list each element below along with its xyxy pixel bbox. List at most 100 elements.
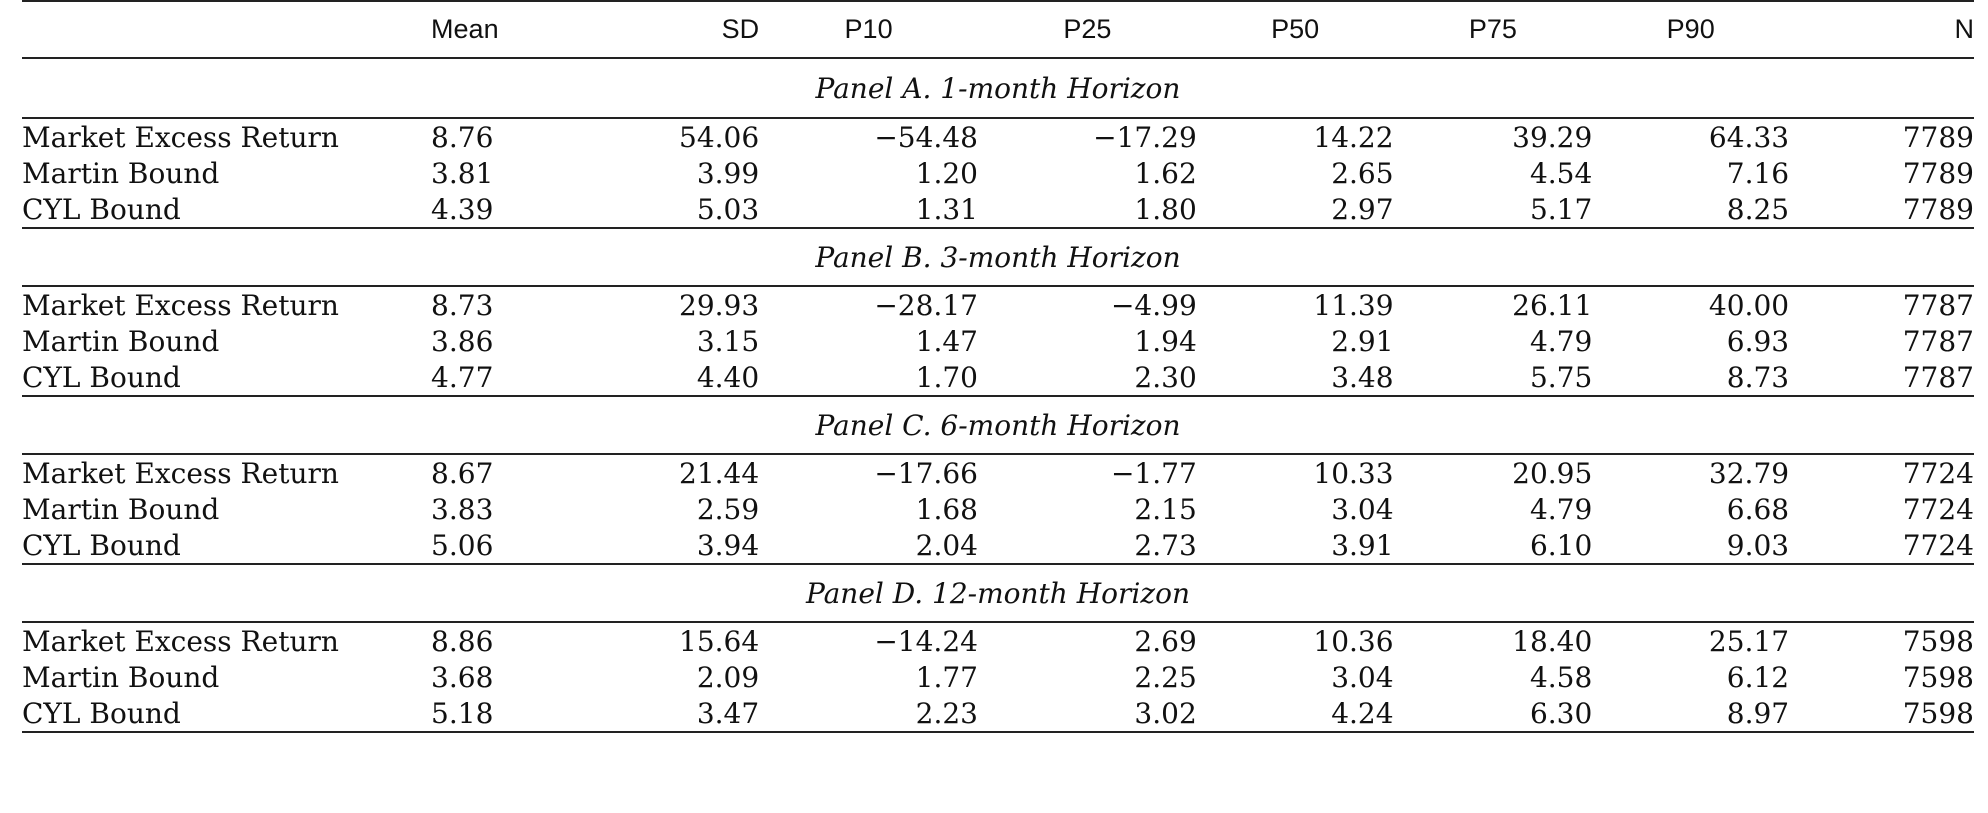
cell-p90: 8.25 [1592, 191, 1790, 229]
cell-p10: −54.48 [874, 120, 978, 154]
row-label: Market Excess Return [22, 288, 339, 322]
header-sd: SD [550, 0, 760, 59]
cell-p75: 20.95 [1512, 456, 1593, 490]
table-row: Market Excess Return 8.73 29.93 −28.17 −4.99… [22, 286, 1974, 323]
cell-p75: 5.17 [1393, 191, 1593, 229]
cell-p75: 5.75 [1393, 359, 1593, 397]
cell-mean: 5.06 [431, 527, 551, 565]
panel-title: Panel D. 12-month Horizon [22, 564, 1974, 623]
cell-p50: 2.65 [1331, 156, 1394, 190]
cell-p75: 26.11 [1512, 288, 1593, 322]
cell-sd: 3.15 [696, 324, 760, 358]
row-label: Martin Bound [22, 492, 220, 526]
cell-p90: 7.16 [1726, 156, 1790, 190]
cell-p90: 8.73 [1592, 359, 1790, 397]
cell-sd: 3.99 [696, 156, 760, 190]
cell-p25: 1.94 [1134, 324, 1197, 358]
cell-p10: 1.70 [759, 359, 978, 397]
cell-p50: 3.04 [1331, 492, 1394, 526]
cell-p10: 1.68 [915, 492, 978, 526]
row-label: CYL Bound [22, 191, 432, 229]
cell-p25: −1.77 [1110, 456, 1197, 490]
cell-mean: 5.18 [431, 695, 551, 733]
cell-n: 7724 [1902, 492, 1974, 526]
cell-sd: 2.09 [696, 660, 760, 694]
cell-p50: 3.48 [1196, 359, 1394, 397]
cell-p25: 1.80 [977, 191, 1197, 229]
cell-n: 7787 [1902, 324, 1974, 358]
table-row: Market Excess Return 8.67 21.44 −17.66 −1.77… [22, 454, 1974, 491]
cell-sd: 21.44 [679, 456, 760, 490]
cell-n: 7598 [1902, 660, 1974, 694]
cell-p10: −14.24 [874, 624, 978, 658]
header-mean: Mean [431, 0, 551, 59]
cell-mean: 4.77 [431, 359, 551, 397]
cell-p25: −4.99 [1110, 288, 1197, 322]
cell-mean: 4.39 [431, 191, 551, 229]
header-p90: P90 [1592, 0, 1790, 59]
row-label: Market Excess Return [22, 120, 339, 154]
header-p75: P75 [1393, 0, 1593, 59]
cell-p75: 6.30 [1393, 695, 1593, 733]
cell-n: 7598 [1902, 624, 1974, 658]
cell-p25: −17.29 [1093, 120, 1197, 154]
cell-p75: 4.79 [1529, 492, 1593, 526]
table-row: Martin Bound 3.81 3.99 1.20 1.62 2.65 4.54 7.16… [22, 155, 1974, 191]
header-p50: P50 [1196, 0, 1394, 59]
cell-p10: 1.77 [915, 660, 978, 694]
cell-p50: 10.36 [1313, 624, 1394, 658]
cell-p25: 2.15 [1134, 492, 1197, 526]
row-label: CYL Bound [22, 527, 432, 565]
cell-sd: 5.03 [550, 191, 760, 229]
cell-n: 7598 [1789, 695, 1974, 733]
cell-n: 7787 [1902, 288, 1974, 322]
row-label: Martin Bound [22, 660, 220, 694]
cell-p90: 40.00 [1708, 288, 1790, 322]
cell-p25: 2.73 [977, 527, 1197, 565]
cell-n: 7789 [1902, 156, 1974, 190]
cell-mean: 8.86 [431, 624, 494, 658]
row-label: CYL Bound [22, 695, 432, 733]
row-label: Market Excess Return [22, 624, 339, 658]
cell-sd: 3.94 [550, 527, 760, 565]
panel-title-row: Panel C. 6-month Horizon [22, 396, 1974, 455]
cell-p50: 3.04 [1331, 660, 1394, 694]
cell-n: 7724 [1902, 456, 1974, 490]
cell-mean: 3.68 [431, 660, 494, 694]
cell-p25: 2.30 [977, 359, 1197, 397]
cell-p90: 9.03 [1592, 527, 1790, 565]
row-label: Market Excess Return [22, 456, 339, 490]
cell-p25: 2.25 [1134, 660, 1197, 694]
table-body: Panel A. 1-month Horizon Market Excess Re… [22, 58, 1974, 733]
cell-p10: 1.31 [759, 191, 978, 229]
cell-p10: 1.20 [915, 156, 978, 190]
cell-mean: 8.76 [431, 120, 494, 154]
cell-p50: 3.91 [1196, 527, 1394, 565]
row-label: CYL Bound [22, 359, 432, 397]
cell-p90: 6.93 [1726, 324, 1790, 358]
cell-sd: 15.64 [679, 624, 760, 658]
header-blank [22, 0, 432, 59]
cell-p90: 6.68 [1726, 492, 1790, 526]
row-label: Martin Bound [22, 156, 220, 190]
cell-p75: 4.58 [1529, 660, 1593, 694]
table-row: CYL Bound 4.39 5.03 1.31 1.80 2.97 5.17 8.25 778… [22, 191, 1974, 229]
cell-p25: 2.69 [1134, 624, 1197, 658]
table-row: CYL Bound 5.18 3.47 2.23 3.02 4.24 6.30 8.97 759… [22, 695, 1974, 733]
cell-p10: −17.66 [874, 456, 978, 490]
table-row: CYL Bound 5.06 3.94 2.04 2.73 3.91 6.10 9.03 772… [22, 527, 1974, 565]
cell-mean: 3.81 [431, 156, 494, 190]
cell-p75: 6.10 [1393, 527, 1593, 565]
cell-mean: 3.86 [431, 324, 494, 358]
cell-p50: 4.24 [1196, 695, 1394, 733]
cell-p50: 10.33 [1313, 456, 1394, 490]
header-n: N [1789, 0, 1974, 59]
cell-p25: 1.62 [1134, 156, 1197, 190]
cell-p25: 3.02 [977, 695, 1197, 733]
cell-p75: 39.29 [1512, 120, 1593, 154]
panel-title-row: Panel D. 12-month Horizon [22, 564, 1974, 623]
cell-p90: 6.12 [1726, 660, 1790, 694]
cell-p75: 18.40 [1512, 624, 1593, 658]
table-row: Martin Bound 3.68 2.09 1.77 2.25 3.04 4.58 6.12… [22, 659, 1974, 695]
panel-title-row: Panel A. 1-month Horizon [22, 58, 1974, 119]
